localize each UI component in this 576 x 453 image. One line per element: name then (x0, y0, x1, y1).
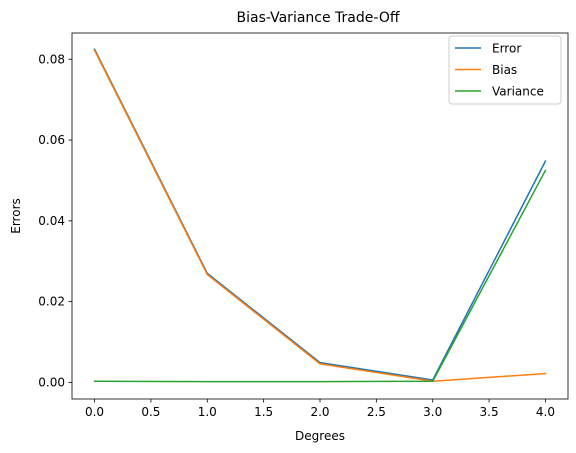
x-tick-label: 0.0 (85, 405, 104, 419)
x-tick-label: 0.5 (141, 405, 160, 419)
y-tick-label: 0.08 (38, 52, 65, 66)
y-axis-ticks: 0.00 0.02 0.04 0.06 0.08 (38, 52, 72, 389)
y-tick-label: 0.00 (38, 375, 65, 389)
x-tick-label: 2.0 (310, 405, 329, 419)
y-tick-label: 0.06 (38, 133, 65, 147)
x-tick-label: 3.0 (423, 405, 442, 419)
series-lines (93, 48, 547, 383)
legend-label-bias: Bias (492, 63, 517, 77)
y-tick-label: 0.02 (38, 295, 65, 309)
x-axis-ticks: 0.0 0.5 1.0 1.5 2.0 2.5 3.0 3.5 4.0 (85, 399, 555, 419)
y-tick-label: 0.04 (38, 214, 65, 228)
x-axis-label: Degrees (295, 429, 345, 443)
x-tick-label: 1.5 (254, 405, 273, 419)
plot-area-frame (71, 32, 569, 400)
y-axis-label: Errors (9, 198, 23, 234)
x-tick-label: 1.0 (198, 405, 217, 419)
series-line-variance (93, 169, 547, 383)
legend-label-error: Error (492, 42, 521, 56)
legend-frame (448, 35, 562, 105)
chart-title: Bias-Variance Trade-Off (237, 10, 400, 26)
legend: Error Bias Variance (448, 35, 562, 105)
x-tick-label: 4.0 (536, 405, 555, 419)
x-tick-label: 3.5 (480, 405, 499, 419)
series-line-bias (93, 49, 547, 382)
x-tick-label: 2.5 (367, 405, 386, 419)
legend-label-variance: Variance (492, 85, 544, 99)
